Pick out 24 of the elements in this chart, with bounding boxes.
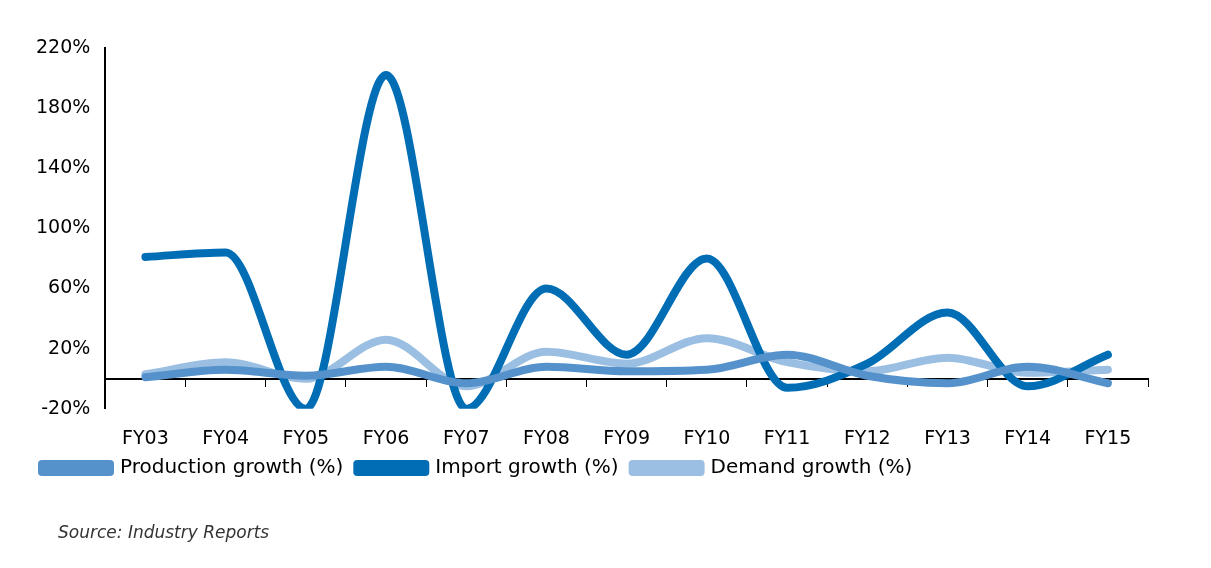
x-tick-label: FY04 xyxy=(202,426,249,449)
x-tick-label: FY07 xyxy=(442,426,490,449)
y-tick-label: 140% xyxy=(35,155,91,178)
x-tick-label: FY14 xyxy=(1004,426,1052,449)
x-tick-label: FY09 xyxy=(603,426,651,449)
y-tick-label: 220% xyxy=(35,34,91,57)
legend-label: Production growth (%) xyxy=(120,454,344,479)
x-tick-label: FY13 xyxy=(924,426,971,449)
y-tick-label: -20% xyxy=(41,395,91,418)
y-tick-label: 60% xyxy=(48,275,91,298)
y-tick-label: 180% xyxy=(35,95,91,118)
source-note: Source: Industry Reports xyxy=(58,522,271,542)
x-tick-label: FY05 xyxy=(282,426,330,449)
y-tick-label: 100% xyxy=(35,215,91,238)
legend-label: Import growth (%) xyxy=(435,454,619,479)
x-tick-label: FY03 xyxy=(122,426,169,449)
x-tick-label: FY15 xyxy=(1084,426,1132,449)
y-tick-label: 20% xyxy=(48,335,91,358)
x-tick-label: FY12 xyxy=(843,426,891,449)
legend-label: Demand growth (%) xyxy=(710,454,913,479)
x-tick-label: FY10 xyxy=(683,426,731,449)
x-tick-label: FY06 xyxy=(362,426,410,449)
x-tick-label: FY08 xyxy=(523,426,570,449)
x-tick-label: FY11 xyxy=(763,426,811,449)
